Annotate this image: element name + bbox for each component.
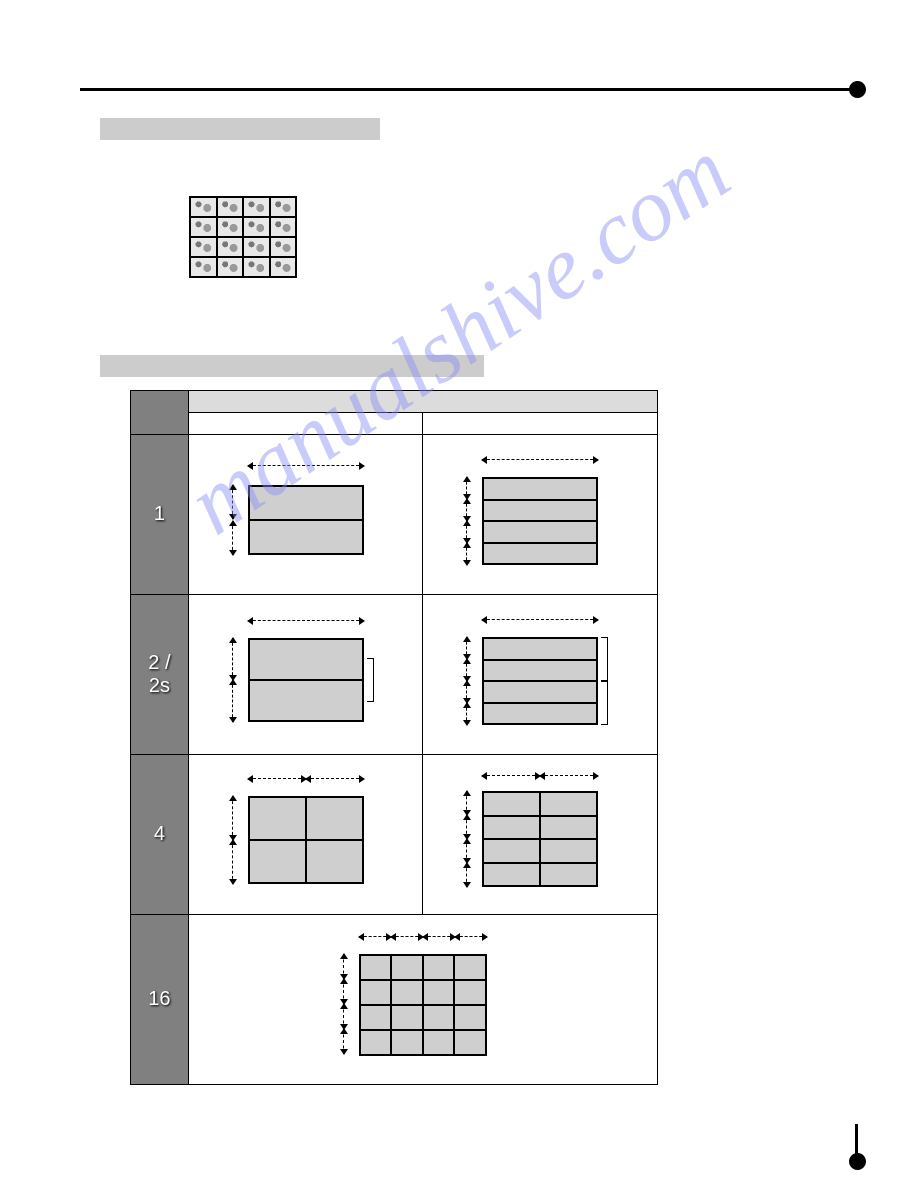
row-label: 2 / 2s xyxy=(148,652,170,697)
table-subheader-right xyxy=(423,413,658,435)
section-1-heading-bar xyxy=(100,118,380,140)
diagram-cell xyxy=(423,755,658,915)
table-corner-cell xyxy=(131,391,189,435)
diagram-cell xyxy=(188,435,423,595)
header-dot-icon xyxy=(849,81,866,98)
section-2-heading-bar xyxy=(100,355,484,377)
row-label: 4 xyxy=(154,823,165,845)
diagram-cell xyxy=(188,755,423,915)
table-header-row xyxy=(188,391,657,413)
header-rule xyxy=(80,88,858,91)
diagram-cell xyxy=(423,435,658,595)
diagram-cell xyxy=(188,595,423,755)
row-label-cell: 2 / 2s xyxy=(131,595,189,755)
row-label: 1 xyxy=(154,503,165,525)
layout-size-table: 1 xyxy=(130,390,658,1085)
document-page: manualshive.com 1 xyxy=(0,0,918,1188)
row-label: 16 xyxy=(148,988,170,1010)
table-subheader-left xyxy=(188,413,423,435)
footer-dot-icon xyxy=(849,1153,866,1170)
diagram-cell xyxy=(188,915,657,1085)
diagram-cell xyxy=(423,595,658,755)
row-label-cell: 4 xyxy=(131,755,189,915)
row-label-cell: 1 xyxy=(131,435,189,595)
thumbnail-preview-grid xyxy=(189,196,297,278)
row-label-cell: 16 xyxy=(131,915,189,1085)
